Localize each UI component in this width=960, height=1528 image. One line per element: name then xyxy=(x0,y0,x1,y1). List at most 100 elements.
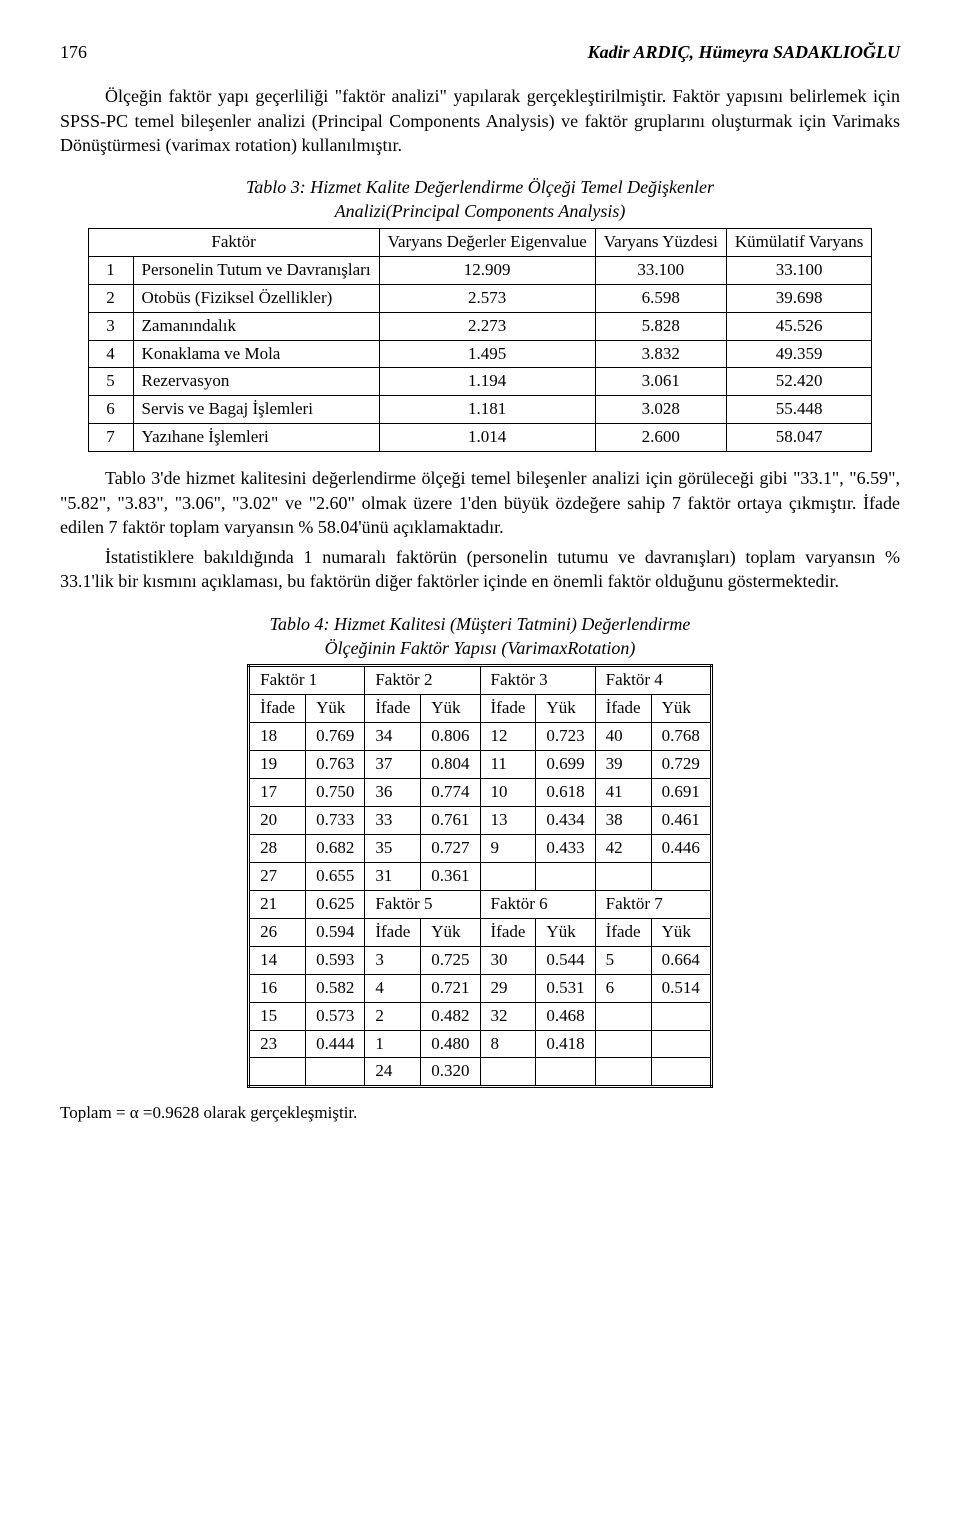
cell: 0.664 xyxy=(651,946,711,974)
cell: 0.361 xyxy=(421,862,480,890)
table3-idx: 7 xyxy=(88,424,133,452)
cell: 24 xyxy=(365,1058,421,1087)
table3-eig: 2.273 xyxy=(379,312,595,340)
table3-header-kumul: Kümülatif Varyans xyxy=(726,228,872,256)
table4-f6: Faktör 6 xyxy=(480,890,595,918)
table4-f1: Faktör 1 xyxy=(249,666,365,695)
page-header: 176 Kadir ARDIÇ, Hümeyra SADAKLIOĞLU xyxy=(60,40,900,64)
cell xyxy=(306,1058,365,1087)
table-row: 200.733 330.761 130.434 380.461 xyxy=(249,807,712,835)
table3: Faktör Varyans Değerler Eigenvalue Varya… xyxy=(88,228,873,453)
table-row: 150.573 20.482 320.468 xyxy=(249,1002,712,1030)
cell: 21 xyxy=(249,890,306,918)
table3-caption: Tablo 3: Hizmet Kalite Değerlendirme Ölç… xyxy=(60,175,900,224)
cell: 0.625 xyxy=(306,890,365,918)
table3-cum: 49.359 xyxy=(726,340,872,368)
table4: Faktör 1 Faktör 2 Faktör 3 Faktör 4 İfad… xyxy=(247,664,713,1088)
cell: 0.446 xyxy=(651,834,711,862)
cell xyxy=(249,1058,306,1087)
table3-pct: 3.061 xyxy=(595,368,726,396)
table3-header-eigen: Varyans Değerler Eigenvalue xyxy=(379,228,595,256)
table3-pct: 33.100 xyxy=(595,256,726,284)
table4-col-yuk: Yük xyxy=(651,695,711,723)
cell: 0.434 xyxy=(536,807,595,835)
table3-eig: 1.194 xyxy=(379,368,595,396)
table4-col-ifade: İfade xyxy=(249,695,306,723)
cell: 14 xyxy=(249,946,306,974)
cell xyxy=(536,862,595,890)
cell: 33 xyxy=(365,807,421,835)
table4-caption-line2: Ölçeğinin Faktör Yapısı (VarimaxRotation… xyxy=(325,638,636,658)
cell: 0.480 xyxy=(421,1030,480,1058)
table-row: 4 Konaklama ve Mola 1.495 3.832 49.359 xyxy=(88,340,872,368)
table3-cum: 45.526 xyxy=(726,312,872,340)
cell: 34 xyxy=(365,723,421,751)
table3-idx: 2 xyxy=(88,284,133,312)
cell: 0.763 xyxy=(306,751,365,779)
cell: 0.750 xyxy=(306,779,365,807)
cell: 0.691 xyxy=(651,779,711,807)
table3-idx: 4 xyxy=(88,340,133,368)
cell: 0.482 xyxy=(421,1002,480,1030)
cell: 15 xyxy=(249,1002,306,1030)
cell: 18 xyxy=(249,723,306,751)
table-row: 270.655 310.361 xyxy=(249,862,712,890)
table-row: 160.582 40.721 290.531 60.514 xyxy=(249,974,712,1002)
table3-label: Yazıhane İşlemleri xyxy=(133,424,379,452)
cell: 0.433 xyxy=(536,834,595,862)
cell: 42 xyxy=(595,834,651,862)
cell: 8 xyxy=(480,1030,536,1058)
cell xyxy=(651,862,711,890)
cell: 4 xyxy=(365,974,421,1002)
cell: 0.699 xyxy=(536,751,595,779)
cell: 0.468 xyxy=(536,1002,595,1030)
table4-col-ifade: İfade xyxy=(480,695,536,723)
table3-pct: 3.028 xyxy=(595,396,726,424)
cell: 0.682 xyxy=(306,834,365,862)
table3-label: Personelin Tutum ve Davranışları xyxy=(133,256,379,284)
cell: 6 xyxy=(595,974,651,1002)
cell: 38 xyxy=(595,807,651,835)
table3-label: Rezervasyon xyxy=(133,368,379,396)
cell: 27 xyxy=(249,862,306,890)
cell: 11 xyxy=(480,751,536,779)
cell xyxy=(651,1058,711,1087)
cell: 19 xyxy=(249,751,306,779)
table-row: 230.444 10.480 80.418 xyxy=(249,1030,712,1058)
table3-eig: 1.014 xyxy=(379,424,595,452)
cell: 35 xyxy=(365,834,421,862)
table3-idx: 1 xyxy=(88,256,133,284)
table3-pct: 5.828 xyxy=(595,312,726,340)
cell: İfade xyxy=(365,918,421,946)
cell: 31 xyxy=(365,862,421,890)
cell: 17 xyxy=(249,779,306,807)
table3-eig: 1.181 xyxy=(379,396,595,424)
footnote: Toplam = α =0.9628 olarak gerçekleşmişti… xyxy=(60,1102,900,1125)
authors: Kadir ARDIÇ, Hümeyra SADAKLIOĞLU xyxy=(588,40,900,64)
cell: 3 xyxy=(365,946,421,974)
table4-f2: Faktör 2 xyxy=(365,666,480,695)
paragraph-2: Tablo 3'de hizmet kalitesini değerlendir… xyxy=(60,466,900,539)
cell: 0.768 xyxy=(651,723,711,751)
table3-label: Konaklama ve Mola xyxy=(133,340,379,368)
cell: 16 xyxy=(249,974,306,1002)
cell: 40 xyxy=(595,723,651,751)
table4-col-ifade: İfade xyxy=(365,695,421,723)
table-row: 6 Servis ve Bagaj İşlemleri 1.181 3.028 … xyxy=(88,396,872,424)
cell: 0.618 xyxy=(536,779,595,807)
cell: 0.725 xyxy=(421,946,480,974)
table3-cum: 55.448 xyxy=(726,396,872,424)
table3-idx: 6 xyxy=(88,396,133,424)
cell: İfade xyxy=(480,918,536,946)
cell: 5 xyxy=(595,946,651,974)
cell: 0.769 xyxy=(306,723,365,751)
table-row: 260.594 İfadeYük İfadeYük İfadeYük xyxy=(249,918,712,946)
table3-eig: 1.495 xyxy=(379,340,595,368)
table3-header-yuzde: Varyans Yüzdesi xyxy=(595,228,726,256)
cell: 28 xyxy=(249,834,306,862)
table3-eig: 2.573 xyxy=(379,284,595,312)
cell: 0.804 xyxy=(421,751,480,779)
cell: 0.444 xyxy=(306,1030,365,1058)
cell: 13 xyxy=(480,807,536,835)
table-row: 170.750 360.774 100.618 410.691 xyxy=(249,779,712,807)
